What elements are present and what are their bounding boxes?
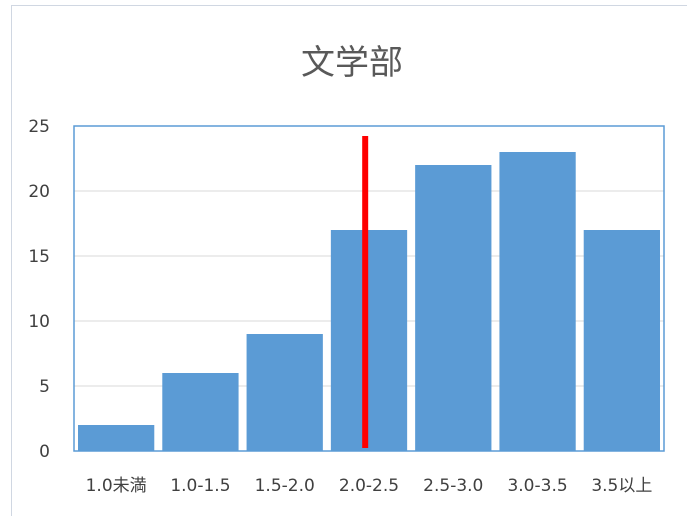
bar: [583, 230, 660, 451]
y-tick-label: 15: [28, 247, 50, 267]
x-tick-label: 2.5-3.0: [423, 476, 483, 496]
x-tick-label: 3.5以上: [591, 476, 652, 496]
bar: [330, 230, 408, 451]
bar: [246, 334, 323, 451]
x-tick-label: 1.5-2.0: [255, 476, 315, 496]
y-tick-label: 20: [28, 182, 50, 202]
y-tick-label: 5: [39, 377, 50, 397]
bar: [78, 425, 155, 451]
y-tick-label: 25: [28, 117, 50, 137]
x-tick-label: 3.0-3.5: [507, 476, 567, 496]
chart-frame: [11, 5, 687, 516]
bar: [162, 373, 239, 451]
x-tick-label: 1.0-1.5: [170, 476, 230, 496]
bar: [499, 152, 576, 451]
bar: [415, 165, 492, 451]
plot-area-border: [73, 125, 665, 452]
y-tick-label: 10: [28, 312, 50, 332]
bars-layer: [78, 152, 660, 451]
x-tick-label: 1.0未満: [86, 476, 147, 496]
chart-title: 文学部: [301, 43, 403, 83]
x-tick-label: 2.0-2.5: [339, 476, 399, 496]
y-tick-label: 0: [39, 442, 50, 462]
y-axis-ticks: 0 5 10 15 20 25: [28, 117, 50, 462]
x-axis-ticks: 1.0未満 1.0-1.5 1.5-2.0 2.0-2.5 2.5-3.0 3.0-3.5…: [86, 476, 653, 496]
